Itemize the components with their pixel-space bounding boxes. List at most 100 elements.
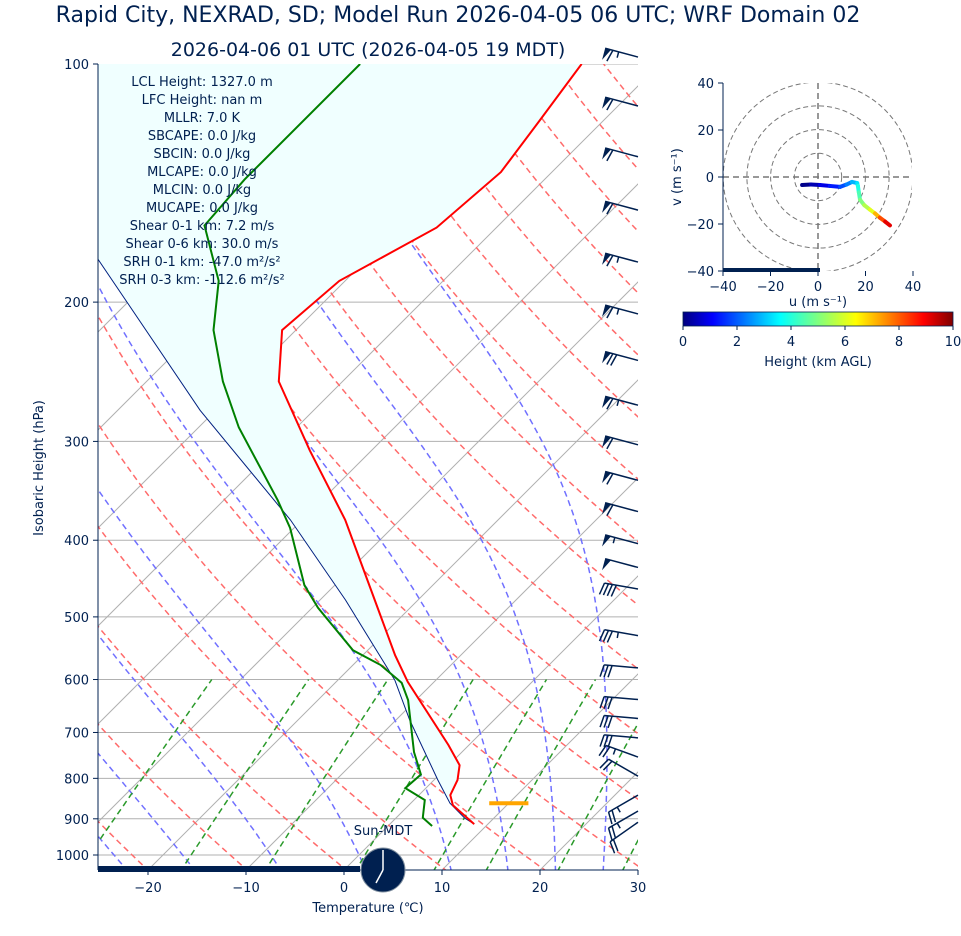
isotherm — [343, 575, 638, 870]
x-tick-label: 20 — [532, 881, 549, 896]
dry-adiabat — [349, 64, 638, 418]
barb-full — [603, 696, 609, 709]
wind-barb — [599, 714, 639, 729]
barb-full — [606, 306, 614, 319]
barb-full — [602, 583, 610, 596]
figure-title: Rapid City, NEXRAD, SD; Model Run 2026-0… — [56, 3, 861, 28]
barb-full — [603, 734, 609, 748]
barb-staff — [604, 714, 639, 720]
barb-pennant — [602, 48, 611, 60]
barb-full — [607, 715, 613, 729]
stat-line: LCL Height: 1327.0 m — [131, 75, 272, 90]
barb-staff — [604, 582, 639, 590]
wind-barb — [602, 534, 639, 547]
barb-full — [607, 811, 613, 825]
barb-half — [616, 51, 620, 58]
barb-full — [606, 202, 614, 215]
barb-full — [606, 584, 614, 597]
wind-barb — [602, 435, 639, 450]
dry-adiabat — [98, 314, 638, 867]
barb-full — [607, 665, 613, 678]
stat-line: LFC Height: nan m — [142, 93, 263, 108]
wind-barb — [598, 744, 639, 758]
barb-staff — [609, 821, 639, 843]
hodograph-bottom-bar — [723, 268, 820, 272]
barb-half — [616, 399, 620, 407]
wind-barb — [602, 502, 639, 517]
barb-staff — [604, 628, 639, 637]
hodo-y-tick-label: −20 — [687, 218, 714, 233]
time-bar — [98, 866, 360, 872]
x-axis-label: Temperature (℃) — [311, 901, 423, 916]
dry-adiabat — [98, 422, 547, 870]
y-tick-label: 500 — [64, 611, 89, 626]
mixing-ratio-line — [557, 722, 638, 870]
barb-full — [606, 98, 614, 111]
moist-adiabat — [98, 633, 282, 870]
wind-barbs — [598, 47, 639, 854]
hodo-x-tick-label: 20 — [857, 280, 874, 295]
wind-barb — [607, 810, 639, 841]
wind-barb — [602, 200, 639, 215]
hodo-y-tick-label: −40 — [687, 265, 714, 280]
stat-line: Shear 0-6 km: 30.0 m/s — [126, 237, 279, 252]
barb-full — [607, 697, 613, 710]
barb-full — [603, 665, 609, 678]
wind-barb — [607, 794, 639, 825]
barb-full — [598, 745, 607, 757]
barb-pennant — [602, 97, 611, 109]
barb-full — [599, 696, 605, 709]
barb-pennant — [602, 147, 611, 160]
barb-full — [610, 584, 618, 597]
hodograph: −40 −20 0 20 40 −40 −20 0 20 40 u (m s⁻¹) v (m s⁻¹) — [670, 77, 921, 310]
mixing-ratio-line — [98, 679, 213, 844]
stat-line: MLCAPE: 0.0 J/kg — [147, 165, 257, 180]
isotherm — [147, 379, 638, 870]
x-tick-label: 10 — [434, 881, 451, 896]
y-axis-label: Isobaric Height (hPa) — [32, 400, 47, 536]
moist-adiabat — [98, 65, 509, 870]
wind-barb — [602, 395, 639, 410]
wind-barb — [598, 582, 639, 597]
barb-half — [616, 632, 620, 639]
barb-pennant — [602, 558, 611, 571]
barb-full — [598, 629, 606, 642]
barb-full — [606, 437, 614, 450]
barb-full — [607, 735, 613, 748]
barb-staff — [608, 758, 639, 777]
barb-full — [609, 841, 616, 854]
hodo-y-tick-label: 0 — [706, 171, 714, 186]
wind-barb — [602, 252, 639, 267]
barb-pennant — [602, 396, 611, 408]
barb-full — [606, 149, 614, 162]
barb-staff — [608, 810, 639, 829]
clock-icon — [360, 847, 406, 893]
barb-half — [616, 806, 621, 813]
barb-pennant — [602, 201, 611, 213]
x-tick-label: 0 — [340, 881, 348, 896]
barb-pennant — [602, 534, 611, 547]
barb-half — [616, 256, 620, 263]
barb-half — [612, 748, 617, 755]
wind-barb — [599, 758, 639, 777]
stat-line: MUCAPE: 0.0 J/kg — [146, 201, 258, 216]
mixing-ratio-line — [264, 679, 389, 870]
dry-adiabat — [98, 723, 249, 870]
barb-full — [606, 353, 614, 365]
x-tick-label: 30 — [630, 881, 647, 896]
wind-barb — [599, 695, 639, 710]
barb-full — [602, 746, 611, 758]
barb-staff — [604, 534, 639, 545]
y-tick-label: 1000 — [56, 849, 89, 864]
barb-full — [607, 827, 613, 841]
skew-t-background — [98, 64, 638, 870]
dry-adiabat — [146, 64, 638, 670]
barb-half — [612, 537, 616, 544]
y-tick-label: 100 — [64, 58, 89, 73]
moist-adiabat — [98, 752, 196, 870]
stat-line: MLCIN: 0.0 J/kg — [153, 183, 251, 198]
colorbar-tick-label: 8 — [895, 335, 903, 350]
colorbar-tick-label: 2 — [733, 335, 741, 350]
barb-full — [599, 734, 605, 747]
dry-adiabat — [98, 625, 348, 870]
